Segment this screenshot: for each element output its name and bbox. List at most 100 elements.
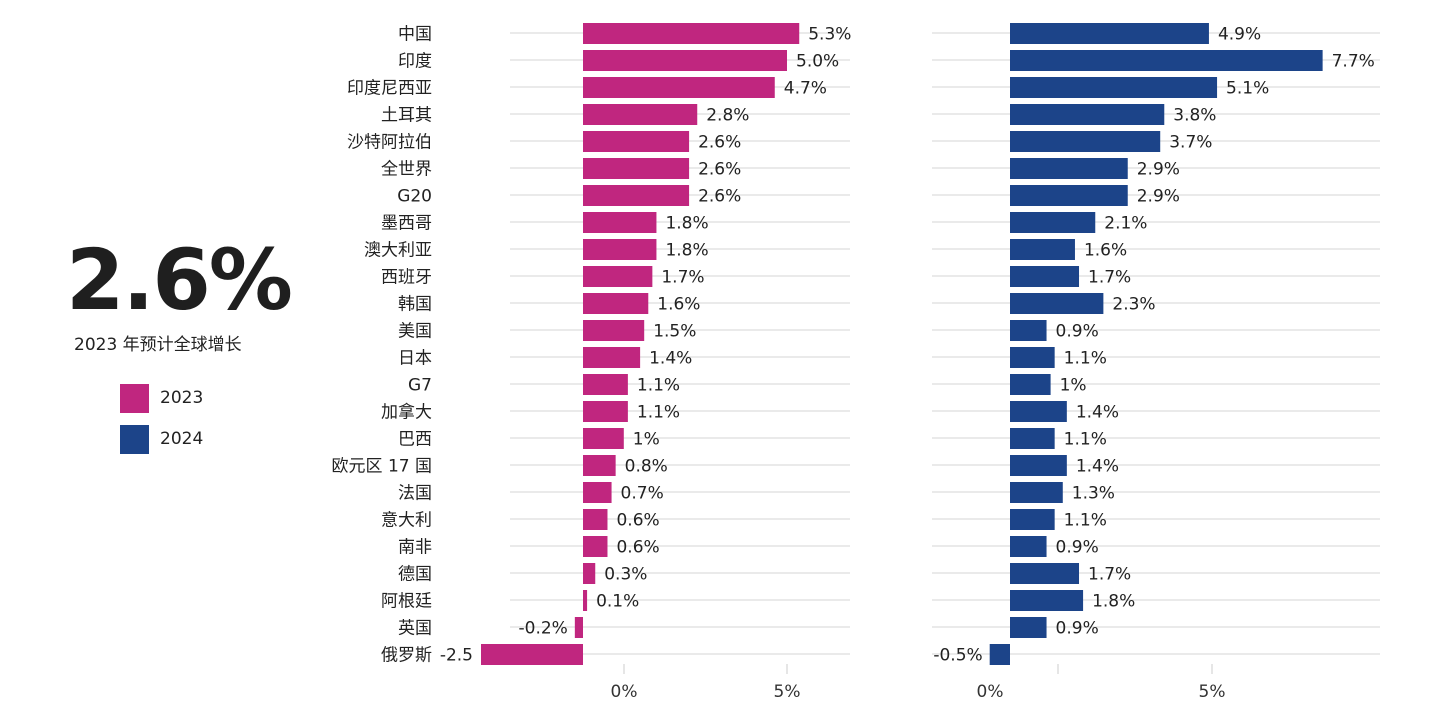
data-label: 3.7% [1169, 133, 1212, 153]
bar-2023 [583, 590, 588, 611]
category-label: 沙特阿拉伯 [347, 133, 432, 153]
bar-2023 [583, 23, 800, 44]
bar-2024 [1010, 563, 1080, 584]
bar-2024 [1010, 374, 1051, 395]
data-label: 1.7% [661, 268, 704, 288]
bar-2023 [574, 617, 583, 638]
bar-2023 [583, 428, 624, 449]
data-label: 5.3% [808, 25, 851, 45]
category-label: 印度尼西亚 [347, 79, 432, 99]
data-label: 0.6% [616, 538, 659, 558]
category-label: 俄罗斯 [381, 646, 432, 666]
data-label: 1.1% [1064, 511, 1107, 531]
category-label: 中国 [398, 25, 432, 45]
data-label: 1.6% [1084, 241, 1127, 261]
bar-2023 [583, 131, 690, 152]
category-label: 印度 [398, 52, 432, 72]
data-label: 1.3% [1072, 484, 1115, 504]
bar-2024 [1010, 23, 1209, 44]
bar-2023 [583, 509, 608, 530]
data-label: 2.6% [698, 187, 741, 207]
bar-2024 [1010, 104, 1165, 125]
bar-2023 [583, 320, 645, 341]
data-label: 0.1% [596, 592, 639, 612]
category-label: 法国 [398, 484, 432, 504]
data-label: 0.9% [1056, 619, 1099, 639]
bar-2024 [1010, 455, 1067, 476]
data-label: 2.9% [1137, 187, 1180, 207]
category-label: 韩国 [398, 295, 432, 315]
category-label: G7 [408, 376, 432, 396]
data-label: 1.7% [1088, 268, 1131, 288]
legend-item-2023: 2023 [120, 383, 203, 413]
legend-label-2024: 2024 [160, 429, 204, 449]
category-label: 美国 [398, 322, 432, 342]
data-label: 2.6% [698, 133, 741, 153]
bar-2024 [1010, 536, 1047, 557]
data-label: 1.8% [1092, 592, 1135, 612]
tick-label: 5% [1199, 682, 1226, 702]
data-label: -0.2% [519, 619, 568, 639]
bar-2023 [583, 563, 596, 584]
tick-label: 5% [774, 682, 801, 702]
data-label: 2.6% [698, 160, 741, 180]
data-label: 1.6% [657, 295, 700, 315]
bar-2023 [583, 104, 698, 125]
bar-2024 [1010, 266, 1080, 287]
category-label: 阿根廷 [381, 592, 432, 612]
bar-2024 [1010, 131, 1161, 152]
data-label: 1.7% [1088, 565, 1131, 585]
bar-2024 [1010, 212, 1096, 233]
data-label: 0.8% [625, 457, 668, 477]
legend-item-2024: 2024 [120, 424, 203, 454]
data-label: 1.1% [1064, 349, 1107, 369]
data-label: 1% [1060, 376, 1087, 396]
category-label: 欧元区 17 国 [332, 457, 432, 477]
bar-2023 [583, 401, 628, 422]
bar-2023 [583, 482, 612, 503]
bar-2023 [583, 77, 775, 98]
category-label: 澳大利亚 [364, 241, 432, 261]
data-label: 0.3% [604, 565, 647, 585]
category-label: 德国 [398, 565, 432, 585]
legend-swatch-2023 [120, 383, 149, 413]
headline-value: 2.6% [66, 231, 293, 329]
bar-2023 [583, 212, 657, 233]
data-label: 2.9% [1137, 160, 1180, 180]
bar-2023 [583, 50, 787, 71]
bar-2023 [583, 455, 616, 476]
data-label: 4.9% [1218, 25, 1261, 45]
bar-2024 [1010, 482, 1063, 503]
data-label: 4.7% [784, 79, 827, 99]
category-label: G20 [397, 187, 432, 207]
bar-2024 [1010, 185, 1128, 206]
bar-2024 [1010, 347, 1055, 368]
data-label: 5.1% [1226, 79, 1269, 99]
bar-2023 [481, 644, 583, 665]
data-label: 0.7% [621, 484, 664, 504]
data-label: 1% [633, 430, 660, 450]
category-label: 巴西 [398, 430, 432, 450]
category-label: 加拿大 [381, 402, 432, 423]
category-label: 墨西哥 [381, 214, 432, 234]
category-label: 意大利 [381, 511, 432, 531]
data-label: 2.8% [706, 106, 749, 126]
data-label: 1.4% [1076, 457, 1119, 477]
data-label: 1.1% [1064, 430, 1107, 450]
data-label: 0.9% [1056, 538, 1099, 558]
bar-2024 [1010, 401, 1067, 422]
bar-2023 [583, 266, 653, 287]
tick-label: 0% [611, 682, 638, 702]
data-label: 0.9% [1056, 322, 1099, 342]
bar-2023 [583, 239, 657, 260]
data-label: 1.1% [637, 376, 680, 396]
data-label: 3.8% [1173, 106, 1216, 126]
category-label: 日本 [398, 349, 432, 369]
data-label: 7.7% [1332, 52, 1375, 72]
category-label: 土耳其 [381, 106, 432, 126]
bar-2023 [583, 374, 628, 395]
data-label: 1.1% [637, 403, 680, 423]
category-label: 西班牙 [381, 268, 432, 288]
bar-2024 [1010, 428, 1055, 449]
